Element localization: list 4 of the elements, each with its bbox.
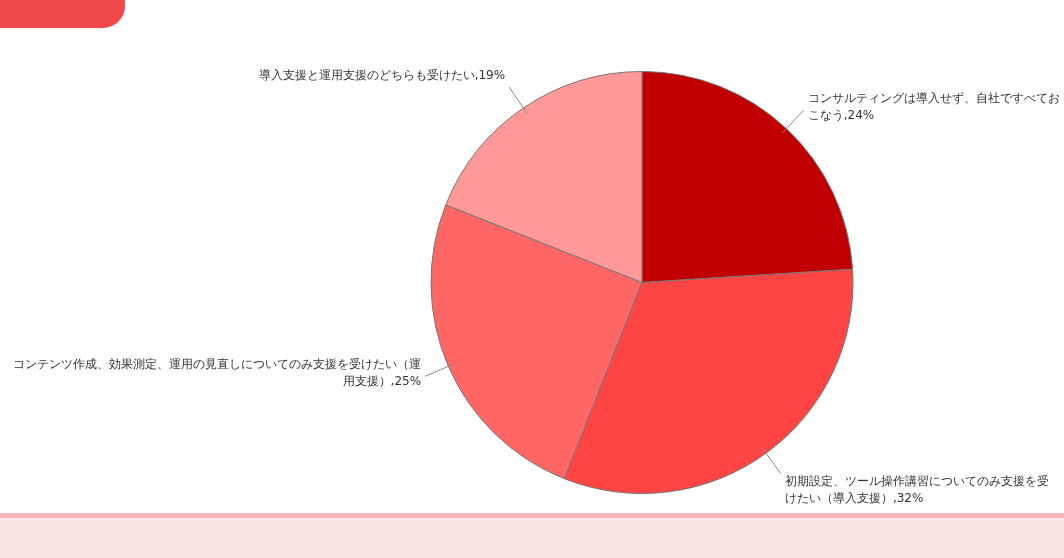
- slice-label: コンテンツ作成、効果測定、運用の見直しについてのみ支援を受けたい（運用支援）,25%: [13, 357, 422, 389]
- slice-label: 導入支援と運用支援のどちらも受けたい,19%: [258, 68, 506, 83]
- slice-label: コンサルティングは導入せず、自社ですべておこなう,24%: [807, 91, 1060, 123]
- slice-label: 初期設定、ツール操作講習についてのみ支援を受けたい（導入支援）,32%: [784, 473, 1049, 505]
